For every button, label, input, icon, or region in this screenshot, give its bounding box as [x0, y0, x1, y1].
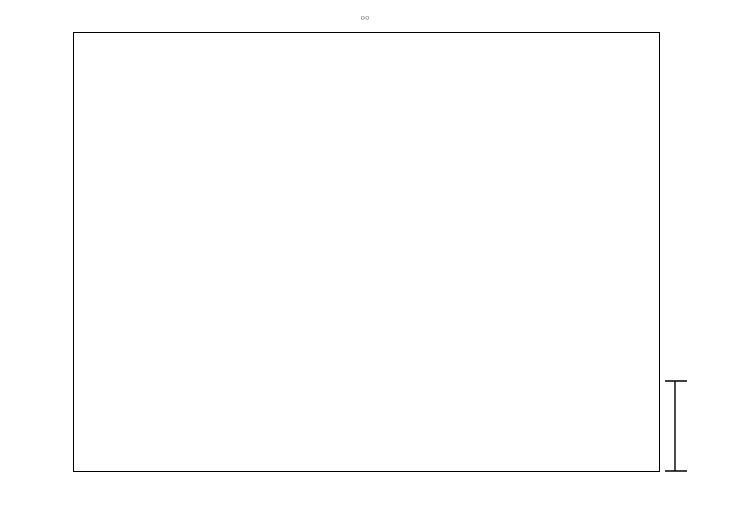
geographic-coordinates: ○○ [0, 13, 730, 28]
degree-symbol-lat: ○ [360, 13, 365, 22]
component-label-z [0, 0, 72, 108]
scale-bar [665, 380, 687, 472]
magnetogram-svg [74, 33, 659, 471]
degree-symbol-lon: ○ [365, 13, 370, 22]
magnetogram-plot-area [73, 32, 660, 472]
